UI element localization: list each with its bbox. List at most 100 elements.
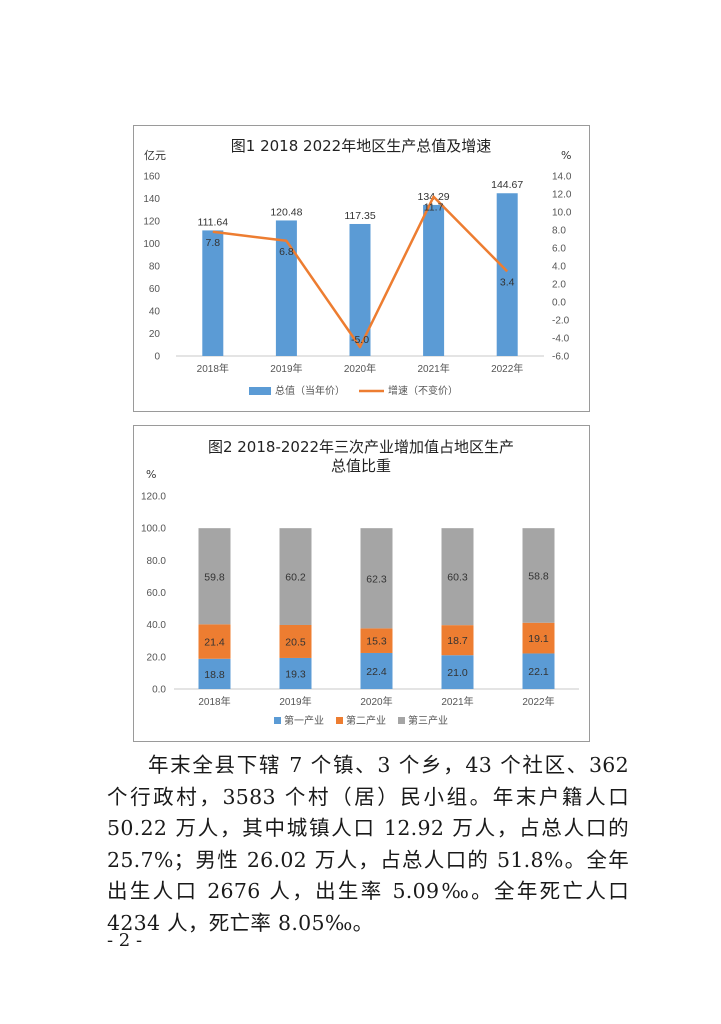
- y-tick-label: 20.0: [147, 652, 167, 663]
- y-axis-unit: %: [146, 468, 156, 481]
- y-tick-label: 60.0: [147, 588, 167, 599]
- left-tick-label: 100: [143, 239, 160, 250]
- left-tick-label: 120: [143, 217, 160, 228]
- gdp-bar: [349, 223, 371, 356]
- population-paragraph: 年末全县下辖 7 个镇、3 个乡，43 个社区、362 个行政村，3583 个村…: [107, 753, 629, 935]
- legend-swatch-2: [336, 717, 343, 724]
- growth-label: 11.7: [424, 202, 444, 214]
- share-segment-3: [198, 528, 231, 625]
- share-segment-1: [279, 657, 312, 689]
- share-segment-2: [441, 625, 474, 656]
- legend-swatch-gdp: [249, 387, 271, 395]
- industry-share-chart: 图2 2018-2022年三次产业增加值占地区生产 总值比重% 0.0 20.0 40.…: [133, 425, 590, 742]
- left-tick-label: 80: [149, 262, 161, 273]
- share-label-3: 62.3: [366, 573, 387, 585]
- share-label-2: 21.4: [204, 637, 225, 649]
- share-label-2: 19.1: [528, 633, 549, 645]
- gdp-bar-label: 117.35: [344, 210, 375, 222]
- share-label-1: 22.1: [528, 666, 549, 678]
- y-tick-label: 40.0: [147, 620, 167, 631]
- x-tick-label: 2019年: [279, 695, 311, 708]
- share-segment-3: [360, 528, 393, 629]
- share-segment-3: [522, 528, 555, 623]
- share-label-3: 58.8: [528, 570, 549, 582]
- left-tick-label: 20: [149, 329, 161, 340]
- share-segment-1: [522, 653, 555, 689]
- right-tick-label: -6.0: [552, 352, 570, 363]
- share-segment-2: [522, 622, 555, 654]
- share-segment-2: [279, 624, 312, 658]
- right-tick-label: -4.0: [552, 334, 570, 345]
- growth-label: 7.8: [205, 237, 220, 249]
- legend-swatch-1: [274, 717, 281, 724]
- x-tick-label: 2018年: [198, 695, 230, 708]
- x-tick-label: 2022年: [522, 695, 554, 708]
- share-label-2: 18.7: [447, 635, 468, 647]
- chart-title-line2: 总值比重: [331, 457, 391, 475]
- x-tick-label: 2021年: [417, 362, 449, 375]
- legend-label-gdp: 总值（当年价）: [275, 384, 345, 397]
- legend-swatch-3: [398, 717, 405, 724]
- page-number: - 2 -: [107, 930, 143, 951]
- x-tick-label: 2021年: [441, 695, 473, 708]
- y-tick-label: 80.0: [147, 556, 167, 567]
- legend-label-3: 第三产业: [408, 714, 448, 727]
- x-tick-label: 2018年: [197, 362, 229, 375]
- share-label-3: 60.3: [447, 572, 468, 584]
- gdp-bar: [275, 220, 297, 356]
- share-segment-1: [441, 655, 474, 689]
- chart-title: 图1 2018 2022年地区生产总值及增速: [231, 137, 491, 155]
- right-tick-label: 14.0: [552, 172, 572, 183]
- gdp-bar-label: 111.64: [198, 216, 229, 228]
- right-tick-label: -2.0: [552, 316, 570, 327]
- share-segment-2: [198, 624, 231, 659]
- right-tick-label: 2.0: [552, 280, 566, 291]
- share-segment-1: [360, 652, 393, 689]
- growth-label: -5.0: [351, 334, 369, 346]
- share-label-3: 60.2: [285, 572, 306, 584]
- gdp-bar: [202, 230, 224, 356]
- growth-label: 6.8: [279, 246, 294, 258]
- left-tick-label: 60: [149, 284, 161, 295]
- share-segment-1: [198, 658, 231, 689]
- left-tick-label: 0: [154, 352, 160, 363]
- share-label-1: 19.3: [285, 668, 306, 680]
- x-tick-label: 2022年: [491, 362, 523, 375]
- share-label-2: 15.3: [366, 636, 387, 648]
- right-tick-label: 12.0: [552, 190, 572, 201]
- x-tick-label: 2019年: [270, 362, 302, 375]
- y-tick-label: 120.0: [141, 492, 166, 503]
- y-tick-label: 0.0: [152, 685, 166, 696]
- left-tick-label: 160: [143, 172, 160, 183]
- gdp-bar: [496, 193, 518, 356]
- right-axis-unit: %: [561, 149, 571, 162]
- gdp-bar: [423, 204, 445, 356]
- right-tick-label: 4.0: [552, 262, 566, 273]
- gdp-growth-chart: 图1 2018 2022年地区生产总值及增速亿元% 0 20 40 60 80 100 120…: [133, 125, 590, 412]
- share-segment-3: [279, 528, 312, 625]
- x-tick-label: 2020年: [344, 362, 376, 375]
- share-label-3: 59.8: [204, 571, 225, 583]
- right-tick-label: 6.0: [552, 244, 566, 255]
- share-label-1: 18.8: [204, 669, 225, 681]
- legend-label-2: 第二产业: [346, 714, 386, 727]
- gdp-bar-label: 144.67: [491, 179, 523, 191]
- x-tick-label: 2020年: [360, 695, 392, 708]
- share-segment-3: [441, 528, 474, 626]
- left-axis-unit: 亿元: [144, 149, 166, 162]
- share-segment-2: [360, 628, 393, 653]
- gdp-bar-label: 120.48: [270, 206, 302, 218]
- right-tick-label: 10.0: [552, 208, 572, 219]
- left-tick-label: 40: [149, 307, 161, 318]
- share-label-2: 20.5: [285, 636, 306, 648]
- y-tick-label: 100.0: [141, 524, 166, 535]
- share-label-1: 22.4: [366, 666, 387, 678]
- legend-label-growth: 增速（不变价）: [388, 384, 458, 397]
- growth-label: 3.4: [500, 276, 515, 288]
- right-tick-label: 0.0: [552, 298, 566, 309]
- chart-title-line1: 图2 2018-2022年三次产业增加值占地区生产: [208, 438, 514, 456]
- growth-line: [212, 195, 509, 349]
- right-tick-label: 8.0: [552, 226, 566, 237]
